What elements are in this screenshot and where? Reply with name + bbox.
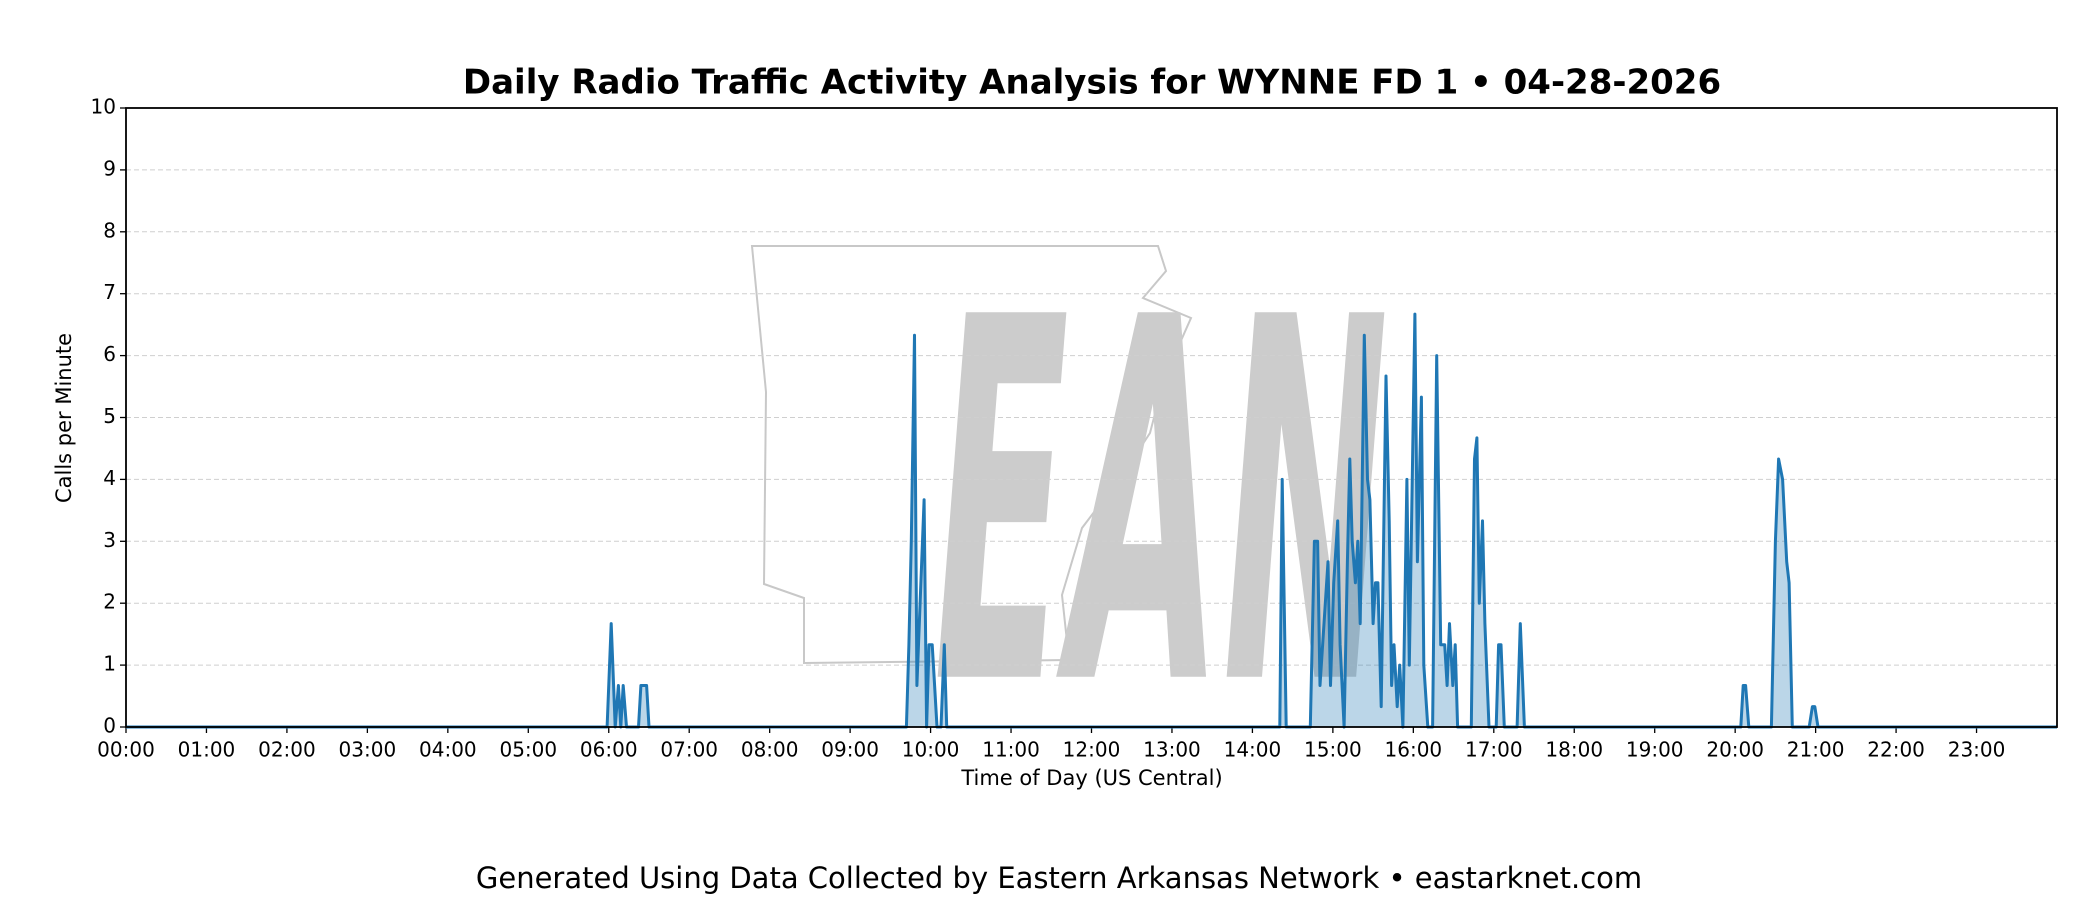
x-tick-label: 12:00 — [1063, 738, 1121, 762]
footer: Generated Using Data Collected by Easter… — [476, 861, 1642, 895]
x-tick-label: 17:00 — [1465, 738, 1523, 762]
y-tick-label: 9 — [103, 156, 116, 180]
y-tick-label: 6 — [103, 342, 116, 366]
y-tick-label: 7 — [103, 280, 116, 304]
watermark-text: EAN — [934, 213, 1389, 795]
y-axis-label: Calls per Minute — [52, 333, 76, 503]
plot-area: 0 1 2 3 4 5 6 7 8 9 10 00:00 01:00 02:00 03:00 04:00 05:… — [91, 95, 2058, 762]
y-tick-label: 1 — [103, 652, 116, 676]
x-tick-label: 15:00 — [1304, 738, 1362, 762]
y-tick-label: 5 — [103, 404, 116, 428]
x-tick-label: 00:00 — [97, 738, 155, 762]
x-tick-label: 13:00 — [1143, 738, 1201, 762]
x-tick-label: 05:00 — [499, 738, 557, 762]
state-outline — [750, 245, 1193, 665]
x-tick-label: 10:00 — [902, 738, 960, 762]
x-tick-label: 21:00 — [1787, 738, 1845, 762]
y-tick-label: 8 — [103, 218, 116, 242]
chart-title: Daily Radio Traffic Activity Analysis fo… — [463, 63, 1721, 103]
y-tick-label: 0 — [103, 714, 116, 738]
x-tick-label: 02:00 — [258, 738, 316, 762]
x-tick-label: 04:00 — [419, 738, 477, 762]
y-tick-label: 3 — [103, 528, 116, 552]
x-tick-label: 23:00 — [1948, 738, 2006, 762]
line — [126, 312, 2057, 729]
x-axis-label: Time of Day (US Central) — [960, 766, 1222, 790]
x-tick-label: 14:00 — [1224, 738, 1282, 762]
x-tick-label: 06:00 — [580, 738, 638, 762]
x-tick-label: 03:00 — [339, 738, 397, 762]
watermark: EAN — [750, 213, 1389, 795]
y-tick-label: 2 — [103, 590, 116, 614]
x-tick-label: 09:00 — [821, 738, 879, 762]
x-tick-label: 08:00 — [741, 738, 799, 762]
y-tick-label: 10 — [91, 95, 116, 119]
x-tick-label: 11:00 — [982, 738, 1040, 762]
x-tick-label: 07:00 — [660, 738, 718, 762]
x-tick-label: 16:00 — [1385, 738, 1443, 762]
plot-frame — [125, 107, 2058, 728]
x-tick-label: 20:00 — [1706, 738, 1764, 762]
x-tick-label: 18:00 — [1545, 738, 1603, 762]
x-tick-label: 01:00 — [178, 738, 236, 762]
y-tick-label: 4 — [103, 466, 116, 490]
x-tick-label: 22:00 — [1867, 738, 1925, 762]
x-tick-label: 19:00 — [1626, 738, 1684, 762]
